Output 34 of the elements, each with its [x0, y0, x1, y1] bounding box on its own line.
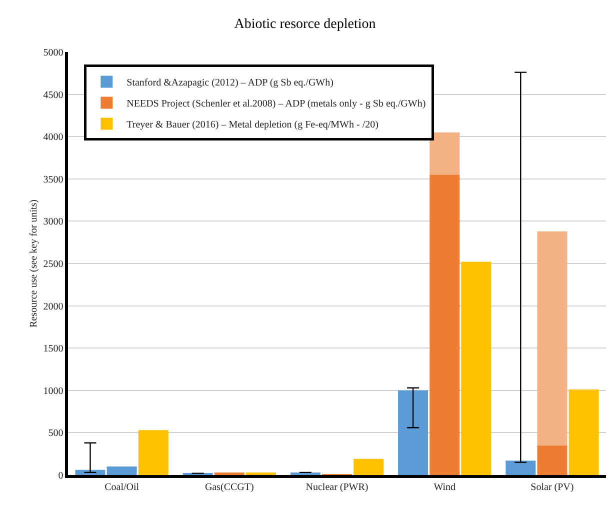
y-axis-title: Resource use (see key for units): [28, 199, 40, 328]
y-tick-label: 1500: [43, 344, 64, 355]
bar: [354, 458, 384, 475]
bar: [430, 132, 460, 175]
y-tick-label: 3500: [43, 174, 64, 186]
bar: [568, 390, 599, 475]
x-tick-label: Solar (PV): [530, 482, 574, 493]
x-tick-label: Coal/Oil: [104, 482, 140, 493]
bar: [290, 472, 320, 475]
y-tick-label: 2000: [43, 301, 64, 312]
y-tick-label: 4500: [43, 90, 64, 101]
x-tick-label: Wind: [434, 482, 456, 493]
y-tick-label: 500: [48, 428, 64, 440]
chart-title: Abiotic resorce depletion: [234, 16, 376, 32]
y-tick-label: 4000: [43, 132, 64, 144]
bar: [537, 445, 568, 475]
bar: [537, 231, 568, 446]
x-tick-label: Gas(CCGT): [204, 482, 254, 493]
x-tick-label: Nuclear (PWR): [306, 482, 368, 493]
legend-label: Stanford &Azapagic (2012) – ADP (g Sb eq./GWh): [126, 78, 334, 89]
y-tick-label: 3000: [43, 216, 64, 228]
y-tick-label: 0: [58, 470, 64, 482]
bar: [138, 430, 168, 475]
bar: [461, 262, 492, 475]
bar: [214, 472, 244, 475]
bar: [430, 174, 460, 475]
bar: [398, 390, 428, 475]
bar: [246, 472, 276, 475]
legend-label: NEEDS Project (Schenler et al.2008) – ADP (metals only - g Sb eq./GWh): [126, 98, 426, 110]
y-tick-label: 1000: [43, 386, 64, 397]
bar: [506, 460, 536, 475]
legend-label: Treyer & Bauer (2016) – Metal depletion (g Fe-eq/MWh - /20): [126, 120, 378, 131]
y-tick-label: 2500: [43, 259, 64, 270]
y-tick-label: 5000: [43, 48, 64, 58]
